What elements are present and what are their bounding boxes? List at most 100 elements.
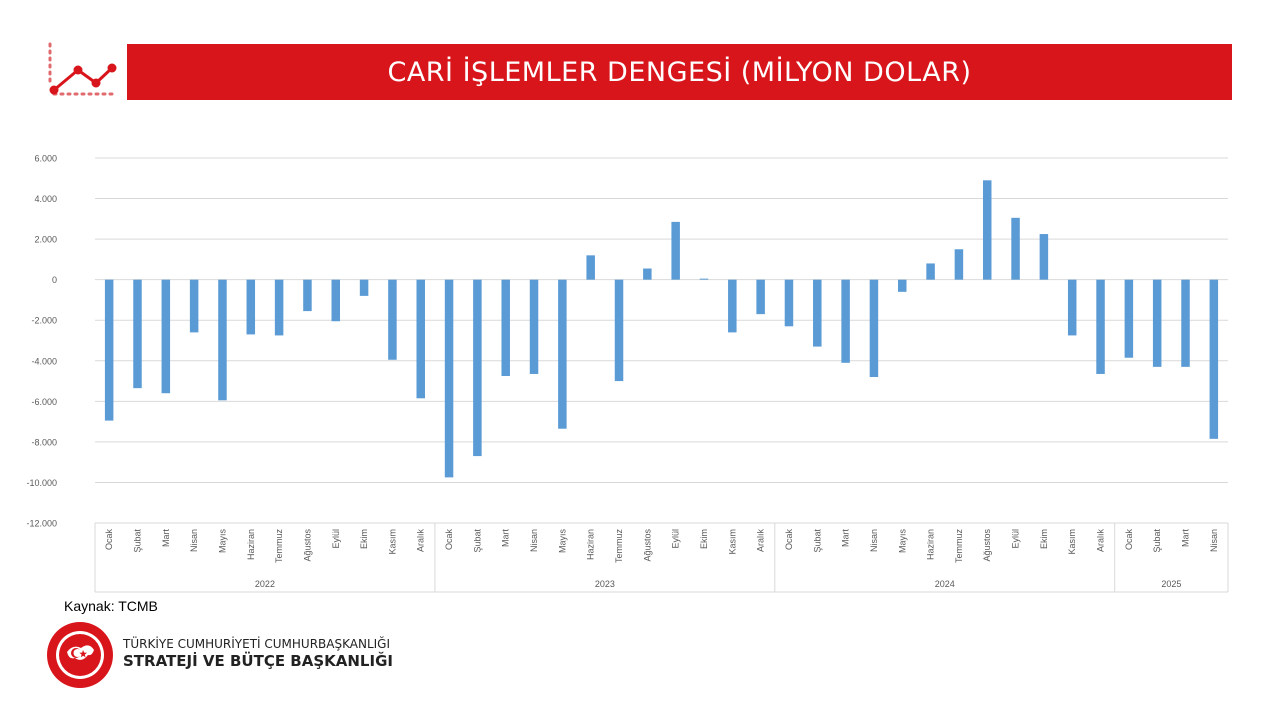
bar [388,279,397,360]
x-tick-label: Şubat [1152,529,1162,553]
source-note: Kaynak: TCMB [64,598,158,614]
x-tick-label: Şubat [132,529,142,553]
x-tick-label: Şubat [812,529,822,553]
x-tick-label: Temmuz [614,529,624,564]
bar [1152,279,1162,367]
x-tick-label: Kasım [1067,529,1077,555]
x-tick-label: Nisan [189,529,199,552]
x-tick-label: Temmuz [954,529,964,564]
bar [671,221,680,280]
x-tick-label: Haziran [246,529,256,560]
bar [954,249,964,280]
x-tick-label: Mart [501,529,511,547]
x-tick-label: Ocak [1124,529,1134,551]
bar [359,279,369,296]
x-tick-label: Haziran [586,529,596,560]
x-tick-label: Eylül [331,529,341,549]
bar [1067,279,1077,336]
bar [982,180,992,280]
y-tick-label: -12.000 [26,519,57,529]
bar [558,279,567,429]
bar [189,279,199,333]
bar [104,279,114,421]
year-label: 2025 [1161,579,1181,589]
bar [444,279,454,478]
x-tick-label: Ağustos [982,529,992,562]
bar [218,279,227,401]
y-tick-label: -4.000 [31,356,57,366]
x-tick-label: Kasım [387,529,397,555]
y-tick-label: -2.000 [31,316,57,326]
bar [614,279,624,382]
x-tick-label: Eylül [671,529,681,549]
bar [331,279,341,322]
bar [813,279,822,347]
bar [926,263,935,280]
x-tick-label: Şubat [472,529,482,553]
bar [1039,234,1049,280]
bar [529,279,539,374]
sbb-logo [47,622,113,688]
org-name-line2: STRATEJİ VE BÜTÇE BAŞKANLIĞI [123,652,393,670]
bar [728,279,737,333]
year-label: 2022 [255,579,275,589]
bar [1209,279,1219,439]
x-tick-label: Eylül [1011,529,1021,549]
bar [643,268,652,280]
bar [1181,279,1190,367]
bar [1124,279,1134,358]
y-tick-label: 0 [52,275,57,285]
x-tick-label: Ağustos [302,529,312,562]
org-name-line1: TÜRKİYE CUMHURİYETİ CUMHURBAŞKANLIĞI [123,637,391,651]
year-label: 2023 [595,579,615,589]
x-tick-label: Nisan [1209,529,1219,552]
x-tick-label: Haziran [926,529,936,560]
page-title: CARİ İŞLEMLER DENGESİ (MİLYON DOLAR) [387,56,972,88]
x-tick-label: Nisan [529,529,539,552]
title-bar: CARİ İŞLEMLER DENGESİ (MİLYON DOLAR) [127,44,1232,100]
x-tick-label: Ocak [444,529,454,551]
y-tick-label: -8.000 [31,437,57,447]
bar [1011,217,1020,280]
x-tick-label: Temmuz [274,529,284,564]
bar [416,279,425,399]
current-account-bar-chart: 6.000 4.000 2.000 0 -2.000 -4.000 -6.000 -8.000… [26,154,1229,593]
x-tick-label: Aralık [1096,529,1106,553]
x-tick-label: Ocak [784,529,794,551]
x-tick-label: Mart [841,529,851,547]
x-tick-label: Mayıs [217,529,227,554]
bar [274,279,284,336]
y-tick-label: 2.000 [34,235,57,245]
bar [869,279,879,377]
x-tick-label: Mart [161,529,171,547]
bar [133,279,142,389]
bar [473,279,482,457]
bar [246,279,256,335]
bar [586,255,595,280]
x-tick-label: Ekim [359,529,369,549]
y-tick-label: 6.000 [34,154,57,164]
x-tick-label: Mayıs [897,529,907,554]
x-tick-label: Ocak [104,529,114,551]
x-tick-label: Ekim [699,529,709,549]
y-tick-label: -10.000 [26,478,57,488]
y-tick-label: 4.000 [34,194,57,204]
x-tick-label: Aralık [416,529,426,553]
x-tick-label: Ağustos [642,529,652,562]
bar [699,278,709,280]
bar [161,279,171,394]
x-tick-label: Ekim [1039,529,1049,549]
bar [756,279,765,315]
trend-line-icon [48,42,117,96]
bar [1096,279,1105,374]
x-tick-label: Kasım [727,529,737,555]
bar [501,279,510,376]
y-tick-label: -6.000 [31,397,57,407]
bar [841,279,850,363]
bar [898,279,907,292]
x-tick-label: Mart [1181,529,1191,547]
year-label: 2024 [935,579,955,589]
x-tick-label: Aralık [756,529,766,553]
bar [784,279,794,327]
bar [303,279,312,312]
